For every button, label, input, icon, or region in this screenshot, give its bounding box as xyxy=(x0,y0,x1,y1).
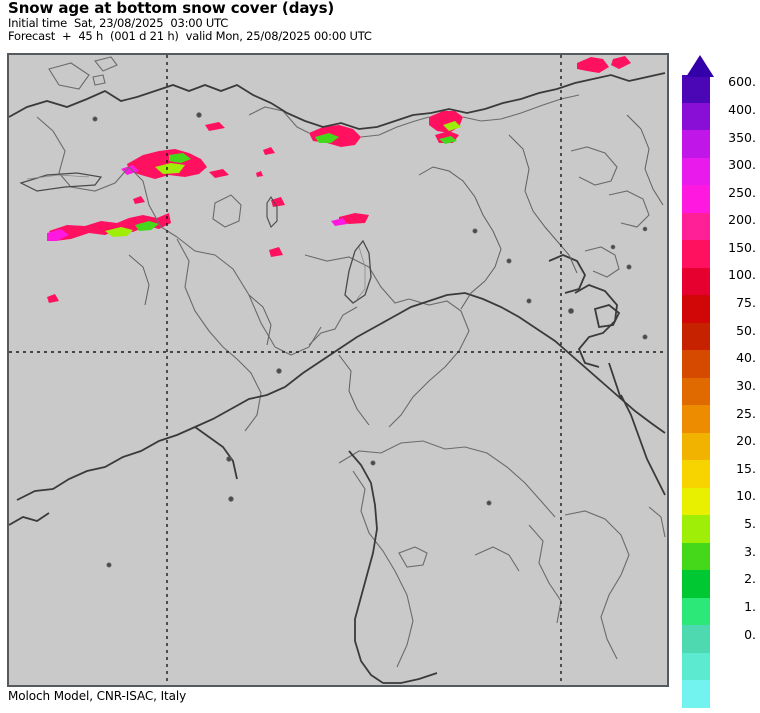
colorbar-segment xyxy=(682,432,710,460)
colorbar-segment xyxy=(682,75,710,103)
colorbar-tick-label: 0. xyxy=(744,627,756,642)
colorbar-segment xyxy=(682,130,710,158)
colorbar-tick-label: 15. xyxy=(736,461,756,476)
graticule xyxy=(9,55,667,685)
colorbar-tick-label: 100. xyxy=(728,267,756,282)
colorbar-segment xyxy=(682,515,710,543)
colorbar-tick-label: 25. xyxy=(736,406,756,421)
map-canvas[interactable] xyxy=(9,55,667,685)
colorbar-segment xyxy=(682,157,710,185)
colorbar-tick-label: 50. xyxy=(736,323,756,338)
colorbar: 600. 400. 350. 300. 250. 200. 150. 100. 75. 50. 40… xyxy=(678,53,758,708)
colorbar-tick-label: 5. xyxy=(744,516,756,531)
forecast-validity-line: Forecast + 45 h (001 d 21 h) valid Mon, … xyxy=(8,29,372,43)
colorbar-tick-label: 40. xyxy=(736,350,756,365)
colorbar-segment xyxy=(682,460,710,488)
colorbar-tick-label: 75. xyxy=(736,295,756,310)
colorbar-segment xyxy=(682,625,710,653)
model-credit: Moloch Model, CNR-ISAC, Italy xyxy=(8,689,187,703)
colorbar-gradient xyxy=(682,55,714,708)
colorbar-segment xyxy=(682,680,710,708)
colorbar-tick-label: 600. xyxy=(728,74,756,89)
colorbar-segment xyxy=(682,322,710,350)
colorbar-tick-label: 1. xyxy=(744,599,756,614)
colorbar-segment xyxy=(682,377,710,405)
header: Snow age at bottom snow cover (days) Ini… xyxy=(8,0,668,43)
colorbar-tick-label: 10. xyxy=(736,488,756,503)
colorbar-segment xyxy=(682,267,710,295)
colorbar-segment xyxy=(682,240,710,268)
colorbar-tick-label: 400. xyxy=(728,102,756,117)
colorbar-segment xyxy=(682,212,710,240)
coastline xyxy=(9,72,666,684)
initial-time-line: Initial time Sat, 23/08/2025 03:00 UTC xyxy=(8,16,229,30)
colorbar-tick-label: 250. xyxy=(728,185,756,200)
colorbar-segment xyxy=(682,350,710,378)
colorbar-segment xyxy=(682,185,710,213)
colorbar-tick-label: 300. xyxy=(728,157,756,172)
colorbar-overflow-arrow xyxy=(686,55,714,77)
snow-cover-field xyxy=(47,56,631,303)
colorbar-segment xyxy=(682,405,710,433)
colorbar-segment xyxy=(682,102,710,130)
colorbar-tick-label: 30. xyxy=(736,378,756,393)
secondary-borders xyxy=(92,112,664,568)
colorbar-tick-labels: 600. 400. 350. 300. 250. 200. 150. 100. 75. 50. 40… xyxy=(714,53,758,687)
colorbar-tick-label: 20. xyxy=(736,433,756,448)
colorbar-segment xyxy=(682,295,710,323)
colorbar-segment xyxy=(682,487,710,515)
colorbar-segment xyxy=(682,570,710,598)
colorbar-tick-label: 2. xyxy=(744,571,756,586)
colorbar-segment xyxy=(682,652,710,680)
colorbar-segment xyxy=(682,597,710,625)
map-frame[interactable] xyxy=(7,53,669,687)
colorbar-tick-label: 350. xyxy=(728,130,756,145)
colorbar-tick-label: 200. xyxy=(728,212,756,227)
colorbar-tick-label: 3. xyxy=(744,544,756,559)
colorbar-segment xyxy=(682,542,710,570)
colorbar-tick-label: 150. xyxy=(728,240,756,255)
map-graphic xyxy=(9,55,667,685)
page-title: Snow age at bottom snow cover (days) xyxy=(8,0,335,17)
